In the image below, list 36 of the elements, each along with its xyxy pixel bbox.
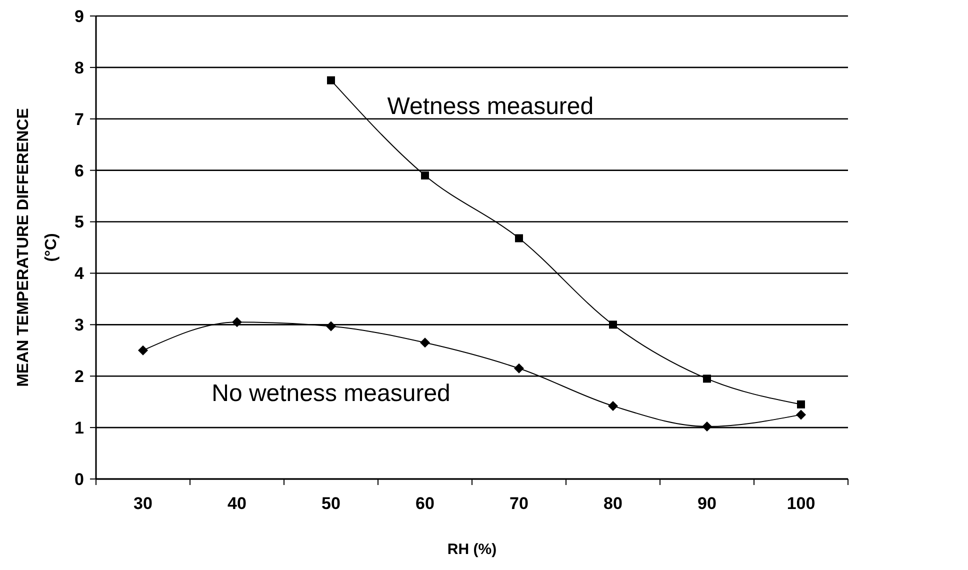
y-tick-label: 6 — [74, 161, 84, 180]
x-tick-label: 30 — [134, 494, 152, 513]
point — [796, 410, 806, 420]
y-tick-label: 2 — [74, 367, 84, 386]
x-tick-label: 90 — [698, 494, 716, 513]
point — [327, 76, 335, 84]
y-tick-label: 8 — [74, 58, 84, 78]
x-tick-label: 60 — [416, 494, 434, 513]
x-tick-label: 40 — [228, 494, 246, 513]
point — [138, 345, 148, 356]
x-axis-title: RH (%) — [447, 541, 497, 558]
x-tick-label: 80 — [604, 494, 622, 513]
point — [420, 338, 430, 348]
y-tick-label: 0 — [74, 470, 84, 489]
x-tick-label: 50 — [322, 494, 340, 513]
point — [514, 363, 524, 374]
y-tick-label: 9 — [74, 6, 84, 26]
y-tick-label: 1 — [74, 418, 84, 438]
point — [608, 400, 618, 411]
point — [797, 400, 805, 408]
series-label: Wetness measured — [387, 92, 594, 120]
point — [326, 321, 336, 332]
point — [421, 171, 429, 180]
y-tick-label: 5 — [74, 212, 84, 232]
point — [609, 320, 617, 329]
x-tick-label: 70 — [510, 494, 528, 513]
x-tick-label: 100 — [786, 494, 816, 513]
point — [515, 234, 523, 242]
point — [703, 374, 711, 383]
y-tick-label: 3 — [74, 316, 84, 335]
series-label: No wetness measured — [212, 380, 450, 408]
y-tick-label: 7 — [74, 110, 84, 129]
y-axis-title: MEAN TEMPERATURE DIFFERENCE (°C) — [15, 108, 60, 387]
y-tick-label: 4 — [74, 264, 85, 284]
point — [702, 422, 712, 432]
point — [232, 317, 242, 328]
